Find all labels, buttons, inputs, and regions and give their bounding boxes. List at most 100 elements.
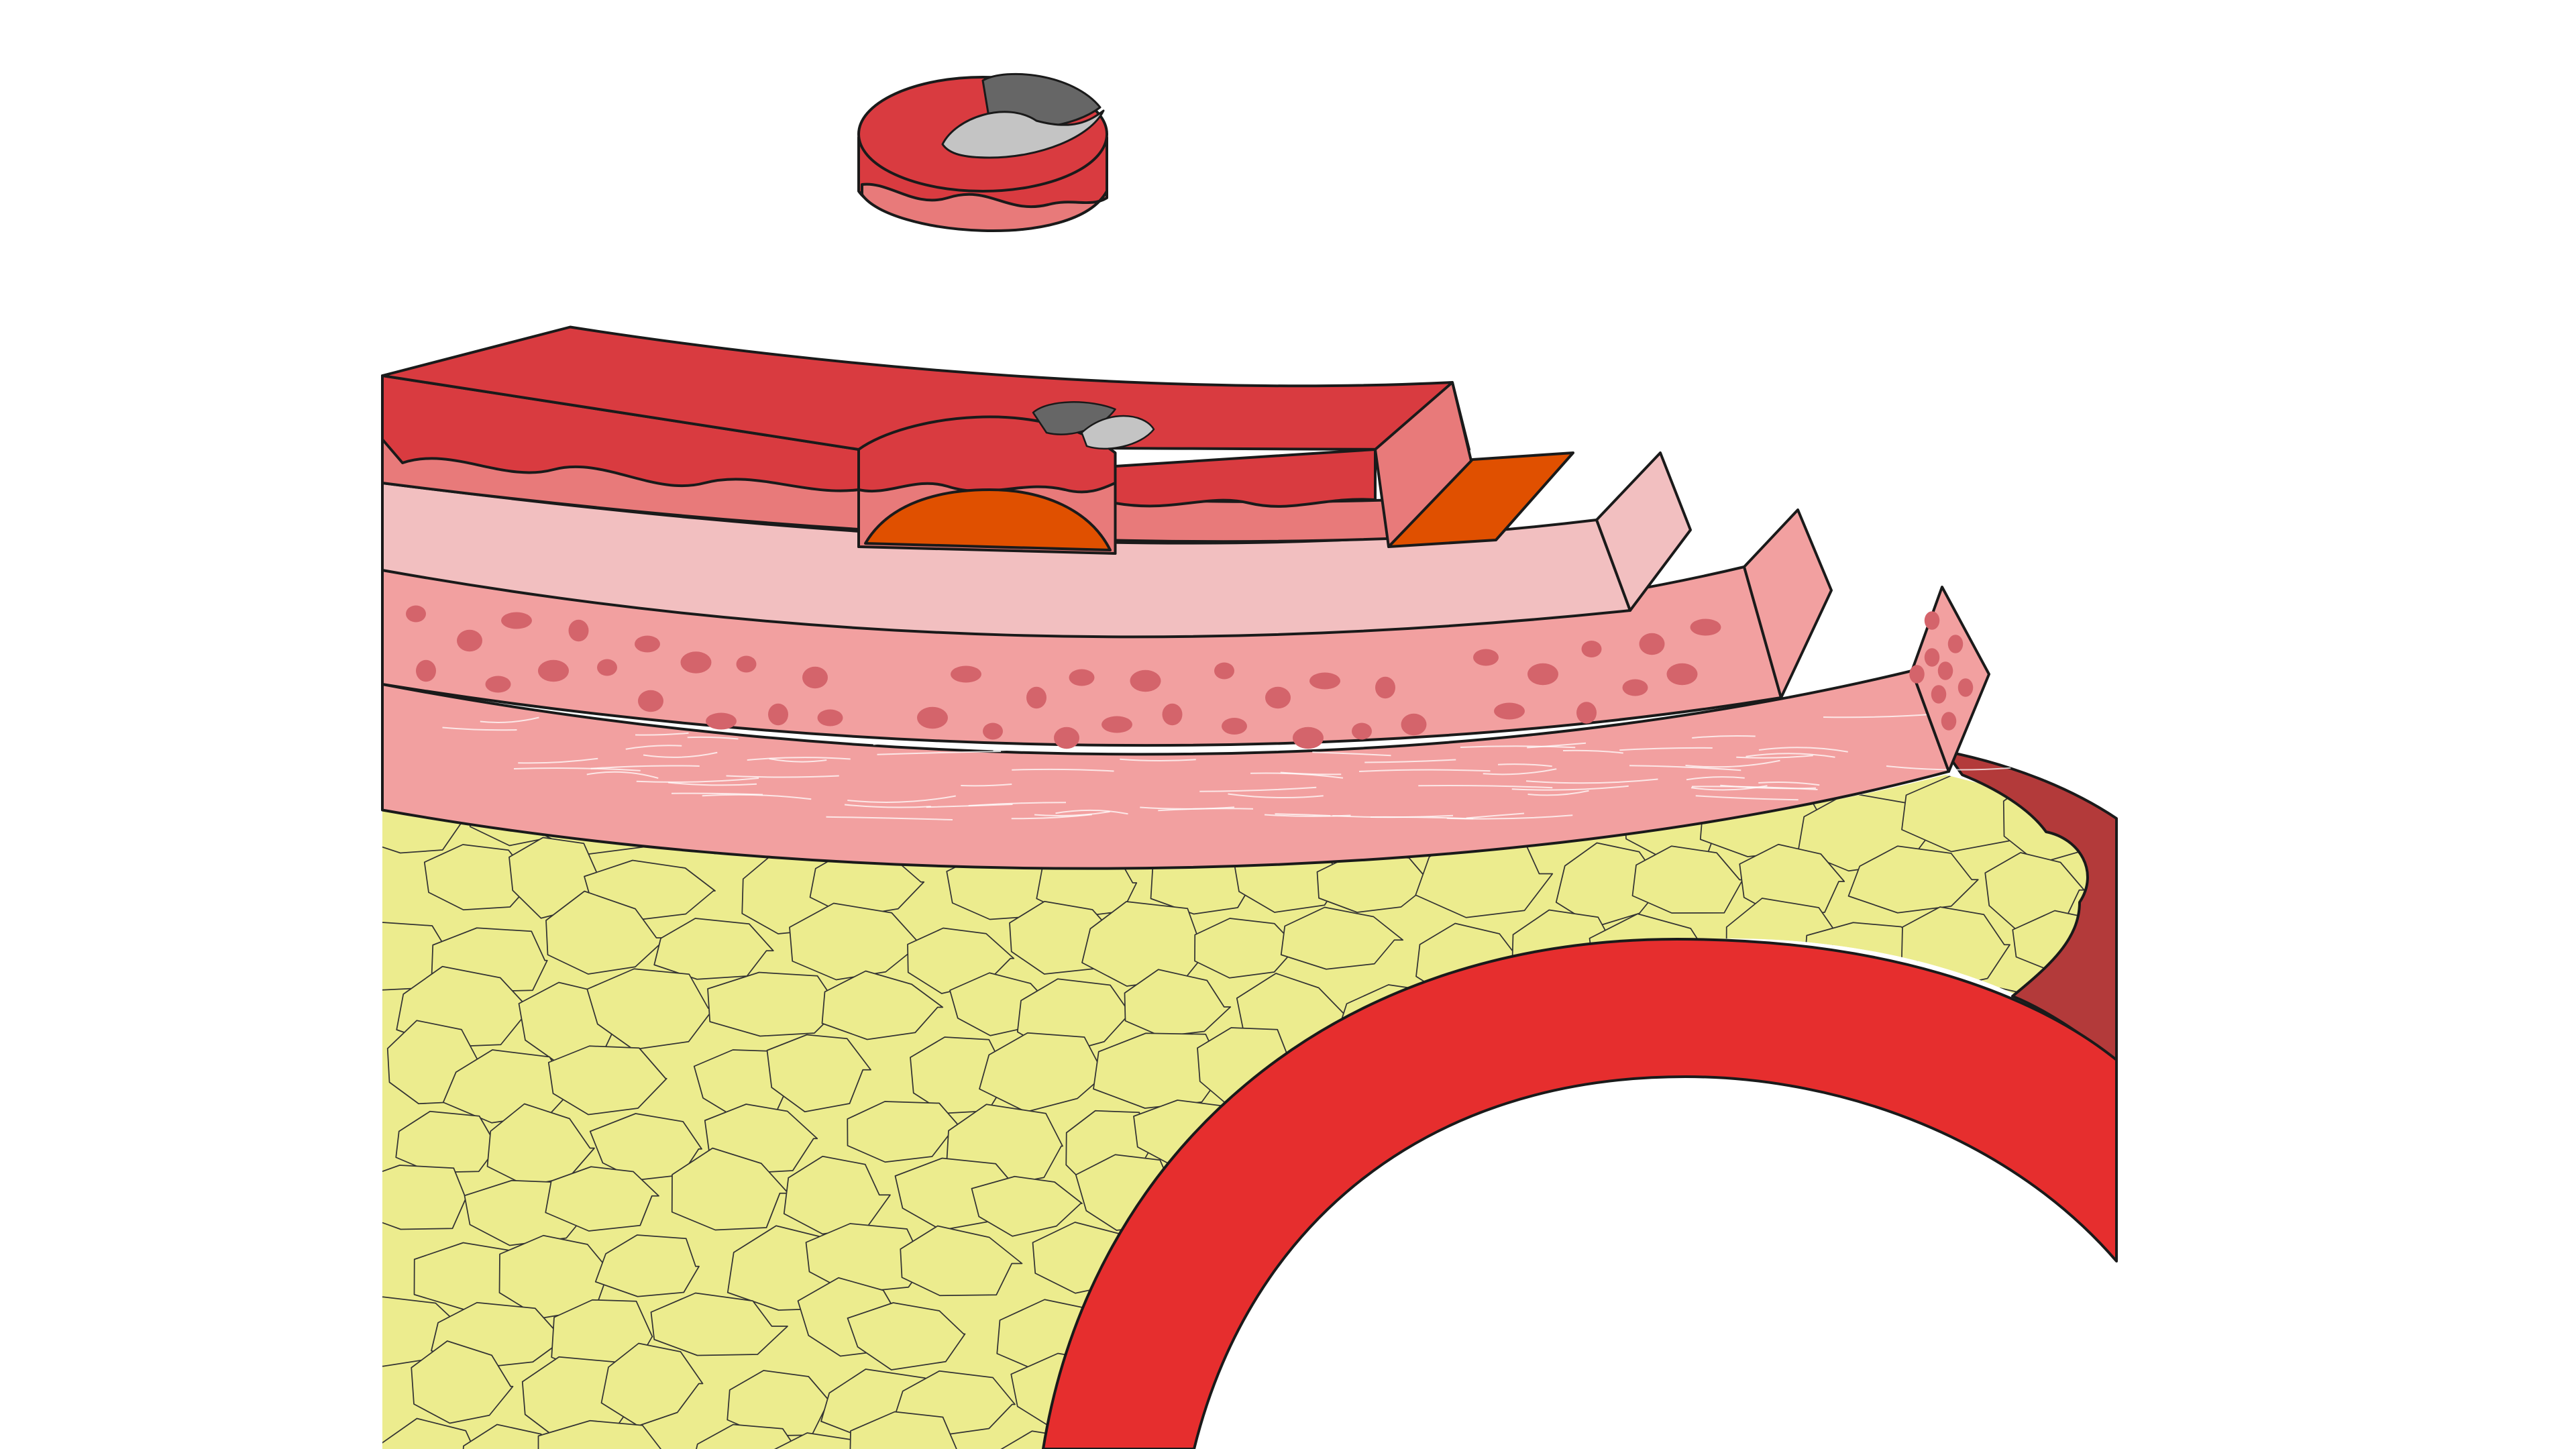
fat-cell xyxy=(460,1424,563,1449)
lesion-strip xyxy=(1387,451,1574,548)
stain-dark-spot xyxy=(1032,401,1116,435)
muscle-end-dot xyxy=(1931,685,1947,704)
muscle-dot xyxy=(538,659,569,682)
fat-cell xyxy=(382,1165,467,1230)
fat-cell xyxy=(2015,1307,2116,1374)
muscle-dot xyxy=(638,690,663,712)
fat-cell xyxy=(1499,1175,1625,1240)
fat-cell xyxy=(766,1034,871,1113)
muscle-fiber xyxy=(480,716,539,723)
muscle-fiber xyxy=(968,802,1067,806)
fat-cell xyxy=(589,1113,702,1181)
muscle-dot xyxy=(1026,686,1046,709)
fat-cell xyxy=(1699,1150,1825,1234)
muscle-fiber xyxy=(518,757,598,764)
muscle-fiber xyxy=(1695,795,1799,801)
muscle-fiber xyxy=(643,751,718,758)
fat-cell xyxy=(2147,1036,2272,1124)
muscle-fiber xyxy=(961,784,1012,787)
muscle-dot xyxy=(1293,727,1324,749)
fat-cell xyxy=(2197,1114,2314,1189)
biopsy-core-sample xyxy=(857,72,1108,232)
muscle-fiber xyxy=(1686,776,1745,781)
fat-cell xyxy=(1742,1218,1845,1294)
fat-cell xyxy=(1975,1226,2100,1309)
muscle-dot xyxy=(1162,703,1183,726)
fat-cell xyxy=(1631,845,1743,914)
muscle-fiber xyxy=(844,804,931,808)
muscle-fiber xyxy=(635,732,689,736)
blood-vessel xyxy=(1042,750,2118,1449)
muscle-fiber xyxy=(1275,813,1331,816)
muscle-fiber xyxy=(1525,778,1658,784)
submucosa-end-face xyxy=(1595,451,1692,612)
fat-cell xyxy=(2183,860,2322,929)
fat-cell xyxy=(821,970,944,1040)
fat-cell xyxy=(1693,1428,1798,1449)
lesion-core xyxy=(864,488,1112,551)
muscle-dot xyxy=(457,629,482,652)
fat-cell xyxy=(1401,1175,1519,1246)
muscle-fiber xyxy=(1746,753,1835,758)
fat-cell xyxy=(971,1175,1083,1237)
muscle-end-dot xyxy=(1909,665,1925,684)
muscle-dot xyxy=(1494,702,1525,720)
muscle-end-dots xyxy=(1909,611,1974,731)
fat-cell xyxy=(1292,1305,1398,1370)
muscle-dot xyxy=(768,703,788,726)
muscle-end-dot xyxy=(1957,678,1974,697)
fat-cell xyxy=(2141,905,2266,971)
muscle-dot xyxy=(485,676,511,693)
fat-cell xyxy=(1971,1369,2071,1434)
muscle-dot xyxy=(1527,663,1558,686)
muscle-fiber xyxy=(1736,755,1813,759)
fat-cell xyxy=(1558,1361,1670,1434)
fat-cell xyxy=(545,890,667,975)
muscle-fiber xyxy=(667,782,757,786)
muscle-dot xyxy=(983,722,1003,740)
muscle-fiber xyxy=(769,758,827,763)
fat-cell xyxy=(2045,1371,2116,1446)
muscle-fiber xyxy=(1685,759,1780,768)
muscle-fiber xyxy=(747,757,851,761)
muscularis-inner-end-face xyxy=(1743,508,1833,699)
muscle-fiber xyxy=(1158,808,1254,812)
muscle-fiber xyxy=(1120,758,1196,762)
fat-cell xyxy=(2153,1235,2251,1306)
fat-cell xyxy=(1280,906,1404,970)
fat-cell xyxy=(1124,969,1232,1037)
muscle-dot xyxy=(1401,713,1427,736)
fat-cell xyxy=(1751,1372,1872,1440)
fat-cell xyxy=(2154,784,2250,855)
mucosa-upper-band xyxy=(381,374,860,492)
fat-cell xyxy=(1768,1096,1889,1171)
muscle-end-dot xyxy=(1947,635,1964,653)
muscle-dot xyxy=(1473,649,1499,666)
fat-cell xyxy=(727,1370,833,1437)
fat-cell xyxy=(1502,1283,1623,1369)
fat-cell xyxy=(1464,1120,1574,1183)
muscle-fiber xyxy=(1418,784,1553,789)
fat-cell xyxy=(1667,1342,1771,1428)
muscle-fiber xyxy=(687,736,739,740)
muscle-fiber xyxy=(1011,814,1092,820)
muscle-dot xyxy=(1375,676,1395,699)
fat-cell xyxy=(1809,1430,1939,1449)
muscle-dot xyxy=(1222,718,1248,735)
fat-cell xyxy=(537,1419,673,1449)
muscle-fiber xyxy=(1250,772,1344,779)
fat-cell xyxy=(1433,1242,1538,1305)
muscle-dot xyxy=(1214,662,1234,680)
muscle-fiber xyxy=(1562,749,1623,754)
fat-cell xyxy=(1578,1432,1706,1449)
muscularis-inner-layer xyxy=(381,508,1833,749)
fat-cell xyxy=(1353,1358,1463,1427)
mucosa-layer xyxy=(381,325,1574,555)
muscle-fiber xyxy=(1228,793,1324,799)
muscle-dot xyxy=(1069,669,1095,686)
muscle-dot xyxy=(1130,669,1161,692)
muscle-fiber xyxy=(1370,816,1474,820)
muscle-fiber xyxy=(586,771,659,779)
